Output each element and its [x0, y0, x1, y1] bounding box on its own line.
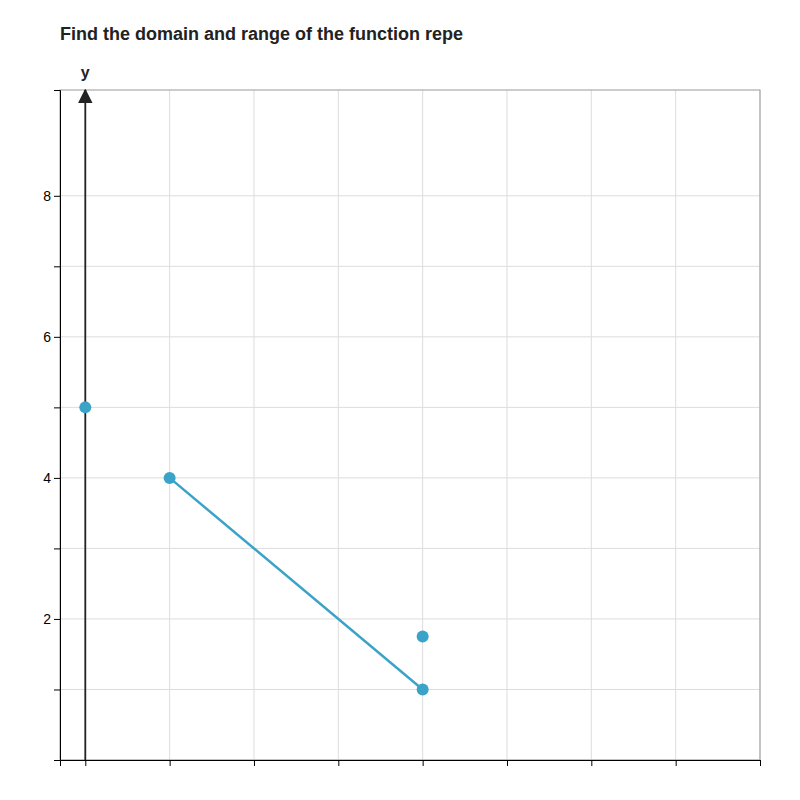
x-tick-mark [338, 760, 339, 766]
grid-line-x [338, 90, 339, 760]
grid-line-x [675, 90, 676, 760]
y-tick [54, 266, 60, 267]
y-tick-mark [54, 478, 60, 479]
point [417, 683, 429, 695]
y-tick: 6 [43, 329, 60, 345]
chart: Find the domain and range of the functio… [0, 0, 800, 800]
x-tick [254, 760, 255, 766]
x-tick [170, 760, 171, 766]
x-tick-mark [170, 760, 171, 766]
y-tick-label: 2 [43, 611, 51, 627]
x-tick [85, 760, 86, 766]
y-tick-mark [54, 266, 60, 267]
y-tick [54, 689, 60, 690]
marks [79, 401, 428, 695]
point [417, 631, 429, 643]
grid-line-y [60, 336, 760, 337]
y-axis: 2 4 6 8 [43, 91, 60, 761]
x-tick-mark [591, 760, 592, 766]
y-tick-label: 6 [43, 329, 51, 345]
grid-line-y [60, 689, 760, 690]
x-tick-mark [507, 760, 508, 766]
grid-line-x [169, 90, 170, 760]
y-tick [54, 407, 60, 408]
y-tick [54, 548, 60, 549]
y-tick: 8 [43, 188, 60, 204]
point [79, 401, 91, 413]
point [164, 472, 176, 484]
y-tick-mark [54, 196, 60, 197]
grid-line-y [60, 195, 760, 196]
x-tick [507, 760, 508, 766]
y-tick-label: 4 [43, 470, 51, 486]
y-tick-mark [54, 619, 60, 620]
x-tick [760, 760, 761, 766]
y-tick-label: 8 [43, 188, 51, 204]
grid-line-y [60, 407, 760, 408]
grid-line-x [506, 90, 507, 760]
grid-line-y [60, 266, 760, 267]
grid-line-x [253, 90, 254, 760]
grid-line-y [60, 618, 760, 619]
y-tick-mark [54, 548, 60, 549]
y-axis-title: y [81, 64, 90, 81]
y-tick-mark [54, 689, 60, 690]
x-tick [676, 760, 677, 766]
y-tick-mark [54, 337, 60, 338]
y-tick [54, 760, 60, 761]
grid-line-y [60, 548, 760, 549]
grid [60, 90, 760, 760]
x-axis [61, 760, 761, 766]
x-tick [338, 760, 339, 766]
x-tick [591, 760, 592, 766]
x-tick-mark [254, 760, 255, 766]
y-tick-mark [54, 407, 60, 408]
line [170, 478, 423, 690]
grid-line-x [591, 90, 592, 760]
y-tick: 4 [43, 470, 60, 486]
y-tick-mark [54, 760, 60, 761]
plot-frame [60, 90, 760, 760]
y-axis-arrow [84, 90, 86, 760]
x-tick-mark [85, 760, 86, 766]
x-tick-mark [760, 760, 761, 766]
title: Find the domain and range of the functio… [60, 24, 463, 44]
x-tick-mark [676, 760, 677, 766]
plot: 2 4 6 8 y [43, 64, 760, 766]
x-tick [423, 760, 424, 766]
x-tick-mark [423, 760, 424, 766]
grid-line-x [85, 90, 86, 760]
y-tick: 2 [43, 611, 60, 627]
y-axis-line [54, 91, 61, 761]
grid-line-x [422, 90, 423, 760]
x-axis-line [61, 761, 761, 767]
